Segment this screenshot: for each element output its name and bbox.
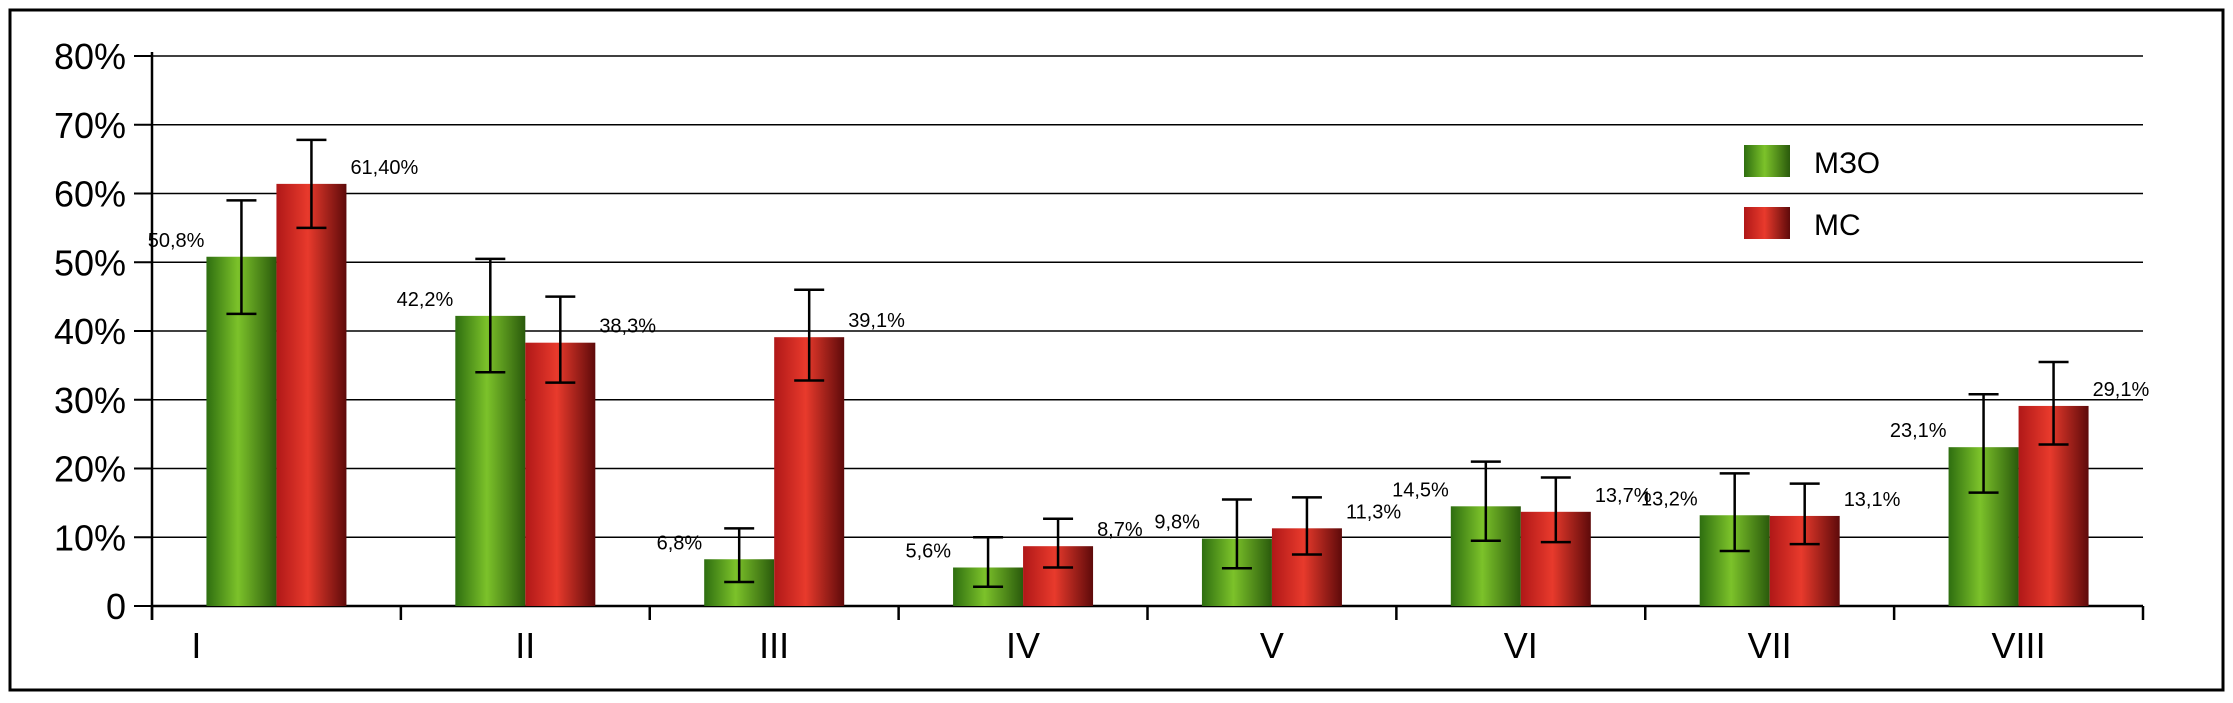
data-label: 42,2%: [397, 289, 454, 311]
x-tick-label: VIII: [1992, 625, 2046, 666]
x-tick-label: V: [1260, 625, 1284, 666]
legend: МЗО МС: [1744, 145, 1880, 242]
y-tick-label: 40%: [54, 311, 126, 352]
data-label: 11,3%: [1346, 501, 1401, 523]
y-tick-label: 80%: [54, 36, 126, 77]
y-tick-label: 10%: [54, 517, 126, 558]
data-label: 14,5%: [1392, 479, 1449, 501]
legend-swatch: [1744, 207, 1790, 239]
x-tick-label: IV: [1006, 625, 1040, 666]
legend-label: МС: [1814, 209, 1861, 242]
data-label: 8,7%: [1097, 519, 1143, 541]
data-label: 50,8%: [148, 230, 205, 252]
y-tick-label: 60%: [54, 174, 126, 215]
data-label: 13,2%: [1641, 488, 1698, 510]
bar-ms: [774, 337, 845, 606]
x-tick-label: VI: [1504, 625, 1538, 666]
y-tick-label: 50%: [54, 242, 126, 283]
data-label: 6,8%: [657, 532, 703, 554]
data-label: 13,7%: [1595, 485, 1652, 507]
data-label: 23,1%: [1890, 420, 1947, 442]
data-label: 38,3%: [599, 316, 656, 338]
x-tick-label: VII: [1748, 625, 1792, 666]
data-label: 29,1%: [2093, 379, 2150, 401]
bar-ms: [525, 342, 596, 606]
data-label: 9,8%: [1154, 512, 1200, 534]
chart-frame: [8, 8, 2225, 692]
data-label: 61,40%: [350, 157, 418, 179]
y-tick-label: 0: [106, 586, 126, 627]
y-tick-label: 20%: [54, 449, 126, 490]
x-tick-label: III: [759, 625, 789, 666]
data-label: 39,1%: [848, 310, 905, 332]
x-tick-label: I: [191, 625, 201, 666]
x-tick-label: II: [515, 625, 535, 666]
legend-label: МЗО: [1814, 147, 1880, 180]
y-tick-label: 30%: [54, 380, 126, 421]
bar-ms: [276, 183, 347, 606]
legend-swatch: [1744, 145, 1790, 177]
y-tick-label: 70%: [54, 105, 126, 146]
data-label: 5,6%: [905, 541, 951, 563]
data-label: 13,1%: [1844, 489, 1901, 511]
